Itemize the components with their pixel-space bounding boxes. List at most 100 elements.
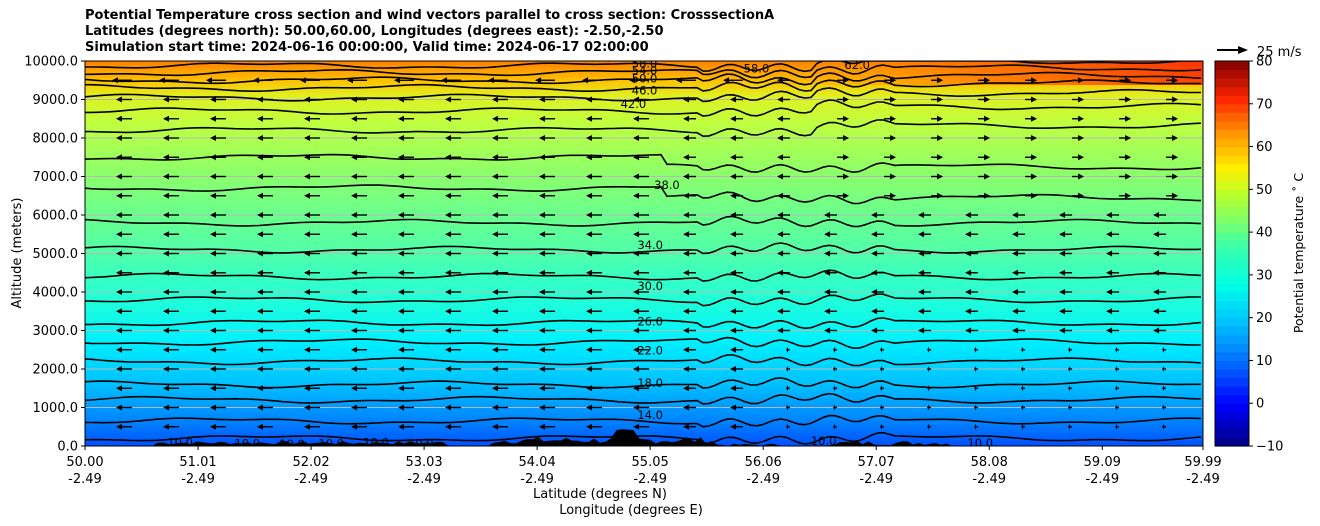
- x-tick-label-lat: 55.05: [632, 455, 669, 470]
- colorbar-tick-label: 70: [1256, 97, 1273, 112]
- wind-vector: [116, 366, 133, 372]
- wind-vector: [492, 346, 509, 353]
- wind-vector: [257, 192, 274, 199]
- wind-vector: [777, 308, 791, 315]
- colorbar-band: [1215, 360, 1249, 370]
- wind-vector: [884, 135, 897, 141]
- colorbar-band: [1215, 138, 1249, 148]
- wind-vector: [931, 192, 944, 199]
- colorbar-band: [1215, 172, 1249, 182]
- wind-vector: [1119, 192, 1132, 199]
- y-tick-label: 1000.0: [33, 401, 79, 416]
- wind-vector: [1012, 250, 1026, 257]
- wind-vector: [730, 366, 744, 372]
- colorbar-band: [1215, 283, 1249, 293]
- contour-label: 18.0: [637, 376, 663, 390]
- wind-vector: [210, 115, 227, 122]
- wind-vector: [304, 212, 321, 218]
- wind-vector: [633, 135, 650, 141]
- wind-vector: [304, 192, 321, 199]
- wind-vector: [1153, 308, 1167, 315]
- colorbar-band: [1215, 309, 1249, 319]
- wind-vector: [586, 346, 603, 353]
- wind-vector: [69, 308, 85, 314]
- colorbar-tick-label: 20: [1256, 311, 1273, 326]
- wind-vector: [163, 115, 180, 122]
- wind-vector: [539, 231, 556, 238]
- wind-vector: [351, 269, 368, 276]
- wind-vector: [1059, 212, 1073, 218]
- wind-vector: [880, 423, 885, 430]
- wind-vector: [683, 96, 697, 103]
- wind-vector: [65, 77, 85, 83]
- wind-vector: [837, 77, 850, 84]
- contour-label: 58.0: [744, 62, 770, 76]
- wind-vector: [974, 346, 979, 353]
- wind-vector: [539, 327, 556, 334]
- wind-vector: [1119, 135, 1132, 141]
- contour-labels: 10.0 10.0 10.0 10.0 10.0 10.0 10.0 10.0 14.0 18.0…: [167, 61, 993, 451]
- wind-vector: [586, 308, 603, 315]
- wind-vector: [398, 423, 415, 430]
- wind-vector: [492, 96, 509, 103]
- contour-label: 22.0: [637, 344, 663, 358]
- y-tick-label: 3000.0: [33, 324, 79, 339]
- wind-vector: [633, 346, 650, 353]
- x-tick-label-lon: -2.49: [181, 472, 215, 487]
- x-tick-label-lat: 54.04: [519, 455, 556, 470]
- wind-vector: [398, 96, 415, 103]
- wind-vector: [539, 366, 556, 372]
- wind-vector: [730, 385, 744, 392]
- wind-vector: [116, 346, 133, 353]
- wind-vector: [351, 308, 368, 315]
- wind-vector: [257, 269, 274, 276]
- colorbar-tick-label: 60: [1256, 140, 1273, 155]
- wind-vector: [927, 423, 932, 430]
- wind-vector: [730, 404, 744, 411]
- contour-label: 42.0: [621, 97, 647, 111]
- wind-vector: [210, 96, 227, 103]
- wind-vector: [1106, 269, 1120, 276]
- wind-vector: [786, 423, 791, 430]
- wind-vector: [398, 115, 415, 122]
- wind-vector: [683, 154, 697, 161]
- wind-vector: [633, 289, 650, 295]
- wind-vector: [730, 346, 744, 353]
- wind-vector: [871, 250, 885, 257]
- colorbar-ticks: −10 0 10 20 30 40 50 60 70 80: [1249, 55, 1283, 455]
- wind-vector: [1166, 173, 1179, 180]
- wind-vector: [445, 173, 462, 180]
- wind-vector: [163, 269, 180, 276]
- wind-vector: [786, 366, 791, 372]
- colorbar-band: [1215, 317, 1249, 327]
- wind-vector: [492, 115, 509, 122]
- wind-vector: [833, 404, 838, 411]
- contour-line: [85, 79, 1202, 92]
- wind-vector: [351, 212, 368, 218]
- colorbar-band: [1215, 215, 1249, 225]
- contour-label: 10.0: [318, 437, 344, 451]
- y-tick-label: 8000.0: [33, 132, 79, 147]
- wind-vector: [304, 154, 321, 161]
- wind-vector: [880, 366, 885, 372]
- contour-line: [85, 354, 1202, 367]
- wind-vector: [884, 192, 897, 199]
- wind-vector: [304, 96, 321, 103]
- wind-vector: [210, 250, 227, 257]
- wind-vector: [539, 135, 556, 141]
- wind-vector: [931, 96, 944, 103]
- wind-vector: [304, 327, 321, 334]
- wind-vector: [777, 77, 791, 84]
- wind-vector: [445, 135, 462, 141]
- colorbar-band: [1215, 343, 1249, 353]
- wind-vector: [257, 327, 274, 334]
- wind-vector: [1012, 289, 1026, 295]
- wind-vector: [1072, 135, 1085, 141]
- wind-vector: [539, 269, 556, 276]
- wind-vector: [777, 327, 791, 334]
- wind-vector: [398, 173, 415, 180]
- wind-vector: [931, 154, 944, 161]
- x-tick-label-lon: -2.49: [1085, 472, 1119, 487]
- wind-vector: [398, 154, 415, 161]
- wind-vector: [633, 173, 650, 180]
